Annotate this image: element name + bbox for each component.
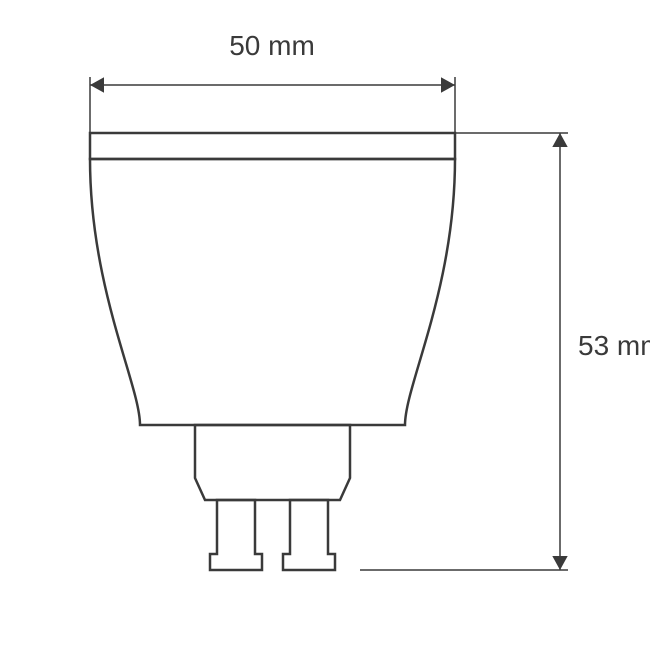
bulb-dimension-diagram: 50 mm 53 mm (0, 0, 650, 650)
height-dimension-label: 53 mm (578, 330, 650, 361)
width-dimension-label: 50 mm (229, 30, 315, 61)
